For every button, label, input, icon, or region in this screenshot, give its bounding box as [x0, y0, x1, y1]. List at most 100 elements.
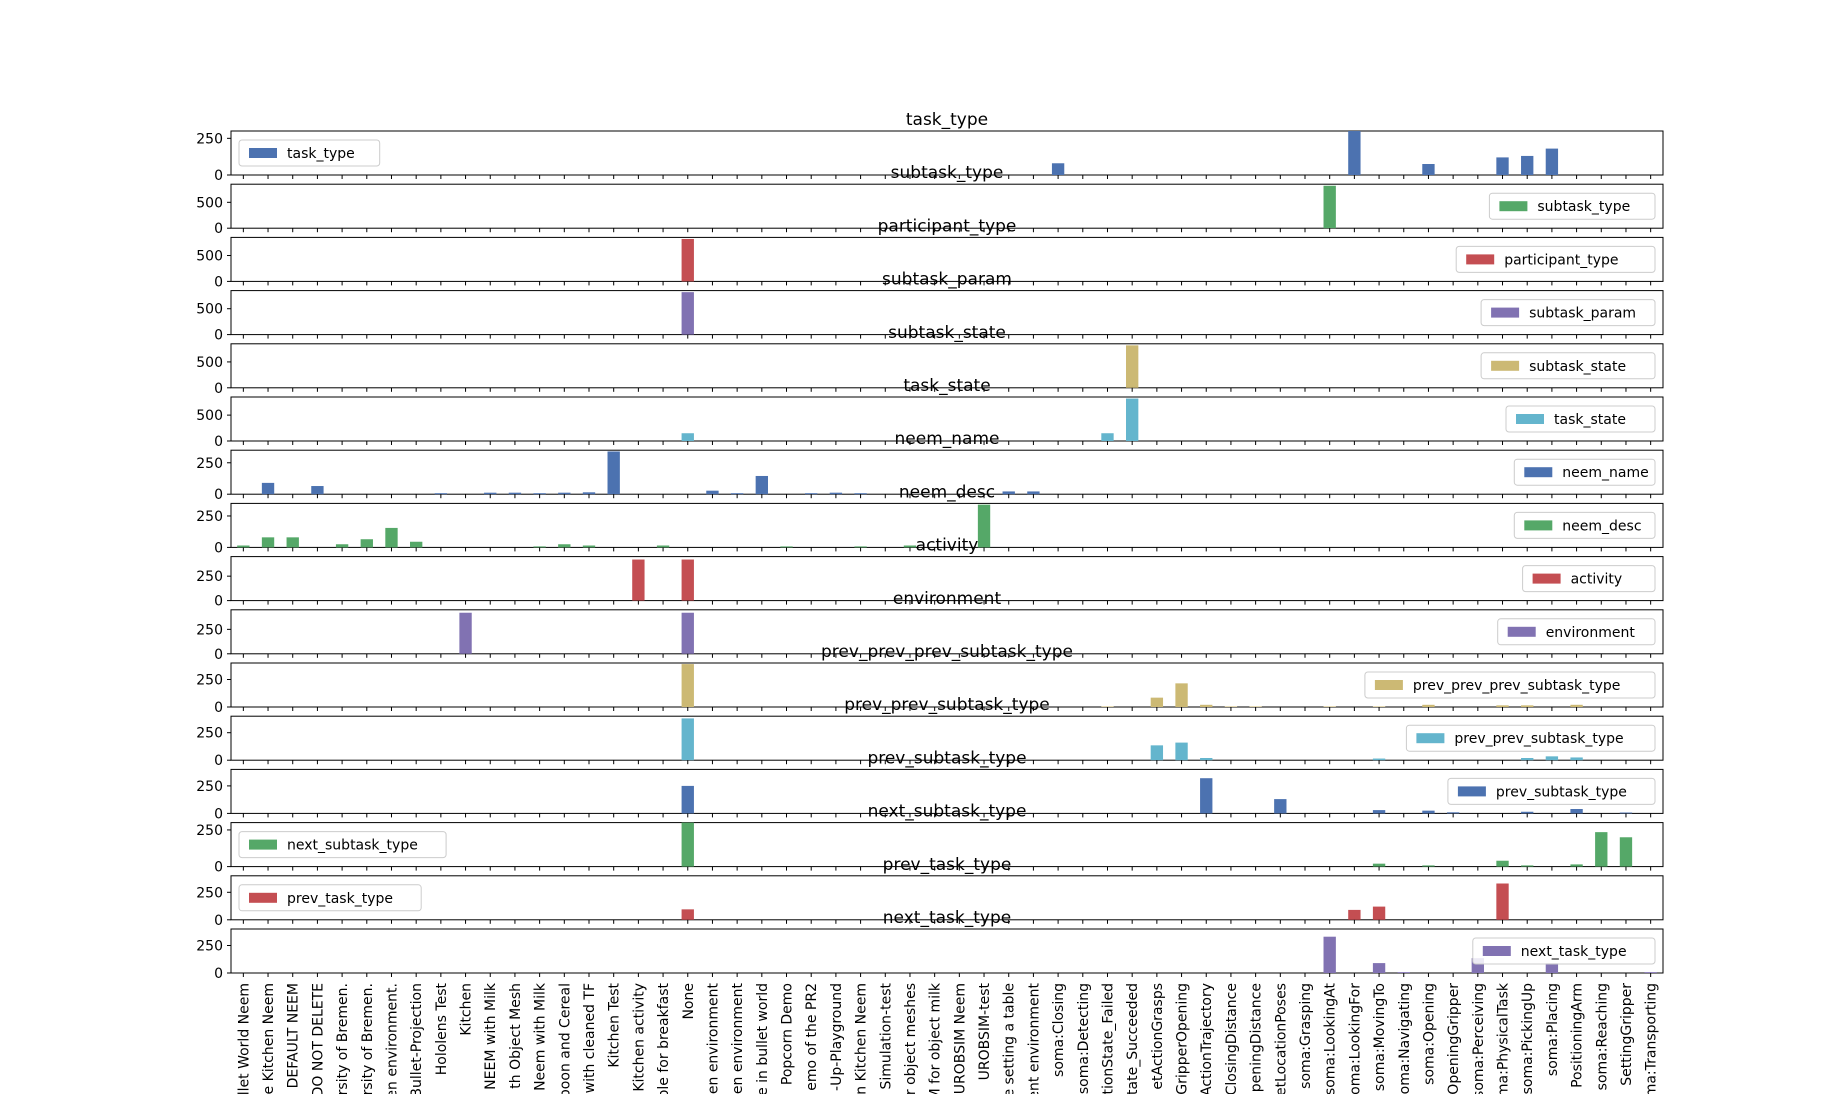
legend-box [238, 831, 447, 859]
x-tick-label: Kitchen activity [631, 983, 647, 1092]
y-tick-label: 0 [214, 274, 223, 290]
legend-swatch [1416, 733, 1445, 744]
subplot-title: environment [893, 589, 1002, 609]
bar-neem_desc-13 [558, 544, 571, 548]
x-tick-labels: Bullet World Neem ne Kitchen Neem DEFAULT … [236, 982, 1659, 1094]
axes-frame [230, 396, 1664, 442]
x-tick-label: n Kitchen Neem [854, 983, 870, 1094]
x-tick-label: ersity of Bremen. [360, 983, 376, 1094]
bar-prev_prev_subtask_type-18 [681, 718, 694, 761]
axes-frame [230, 928, 1664, 974]
bar-prev_prev_subtask_type-52 [1521, 758, 1534, 761]
bar-neem_name-15 [607, 451, 620, 495]
bar-prev_prev_subtask_type-53 [1545, 756, 1559, 761]
subplot-title: subtask_type [891, 163, 1004, 183]
bar-task_type-52 [1521, 155, 1534, 175]
x-tick-label: e in bullet world [755, 983, 771, 1094]
legend-label: next_task_type [1521, 944, 1627, 960]
bar-next_subtask_type-52 [1521, 865, 1534, 867]
y-tick-label: 250 [196, 939, 223, 955]
x-tick-label: en environment [705, 983, 721, 1094]
legend-box [238, 884, 422, 912]
x-tick-label: soma:Closing [1051, 983, 1067, 1077]
x-tick-label: Neem with Milk [533, 982, 549, 1091]
subplot-title: subtask_param [882, 270, 1012, 290]
bar-neem_name-14 [582, 492, 596, 495]
legend-label: prev_prev_subtask_type [1454, 731, 1623, 747]
legend-box [1513, 511, 1656, 539]
legend-environment: environment [1497, 618, 1656, 646]
y-tick-label: 250 [196, 131, 223, 147]
bar-neem_name-11 [508, 492, 522, 495]
x-tick-label: SettingGripper [1619, 983, 1635, 1086]
bar-neem_name-23 [805, 493, 818, 495]
subplot-next_task_type: 0 250 next_task_type next_task_type [196, 908, 1664, 982]
x-tick-label: etActionGrasps [1150, 983, 1166, 1090]
bar-task_state-36 [1126, 398, 1139, 441]
bar-prev_prev_subtask_type-39 [1200, 758, 1213, 761]
bar-next_subtask_type-48 [1422, 865, 1435, 867]
y-tick-label: 250 [196, 509, 223, 525]
subplot-title: subtask_state [888, 323, 1006, 343]
x-tick-label: UROBSIM-test [977, 982, 993, 1080]
y-tick-label: 0 [214, 913, 223, 929]
x-tick-label: soma:Placing [1545, 983, 1561, 1076]
legend-box [1364, 671, 1656, 699]
subplot-task_state: 0 500 task_state task_state [196, 376, 1664, 450]
legend-label: subtask_param [1529, 306, 1636, 322]
y-tick-label: 0 [214, 381, 223, 397]
y-tick-label: 0 [214, 753, 223, 769]
bar-neem_name-21 [755, 475, 768, 495]
x-tick-label: soma:Transporting [1644, 983, 1660, 1094]
bar-neem_desc-14 [582, 545, 596, 548]
bar-neem_name-20 [730, 493, 744, 495]
legend-box [1447, 777, 1656, 805]
bar-neem_name-13 [558, 492, 571, 495]
legend-swatch [1499, 201, 1528, 212]
legend-prev_prev_prev_subtask_type: prev_prev_prev_subtask_type [1364, 671, 1656, 699]
bar-neem_desc-27 [903, 545, 917, 548]
bar-neem_desc-7 [410, 541, 423, 548]
x-tick-label: ActionTrajectory [1199, 983, 1215, 1094]
y-tick-label: 0 [214, 328, 223, 344]
x-tick-label: ClosingDistance [1224, 983, 1240, 1094]
x-tick-label: e setting a table [1002, 983, 1018, 1094]
x-tick-label: Kitchen [459, 983, 475, 1036]
legend-swatch [1491, 307, 1520, 318]
subplot-title: next_subtask_type [868, 802, 1027, 822]
x-tick-label: en environment [730, 983, 746, 1094]
x-tick-label: DO NOT DELETE [310, 983, 326, 1094]
legend-label: task_type [287, 146, 355, 162]
axes-frame [230, 715, 1664, 761]
legend-task_state: task_state [1505, 405, 1656, 433]
bar-prev_task_type-45 [1348, 909, 1361, 920]
axes-frame [230, 502, 1664, 548]
bar-prev_subtask_type-46 [1372, 810, 1386, 814]
x-tick-label: etLocationPoses [1273, 983, 1289, 1094]
bar-prev_subtask_type-52 [1521, 811, 1534, 814]
subplot-neem_name: 0 250 neem_name neem_name [196, 429, 1664, 503]
bar-prev_prev_prev_subtask_type-44 [1323, 706, 1336, 707]
legend-subtask_state: subtask_state [1480, 352, 1656, 380]
bar-neem_desc-6 [385, 527, 398, 548]
legend-label: participant_type [1504, 252, 1618, 268]
y-tick-label: 0 [214, 966, 223, 982]
bar-neem_name-8 [434, 493, 448, 495]
bar-environment-18 [681, 612, 694, 654]
legend-swatch [1524, 520, 1553, 531]
x-tick-label: ble for breakfast [656, 982, 672, 1094]
legend-swatch [249, 892, 277, 903]
subplot-activity: 0 250 activity activity [196, 536, 1664, 610]
bar-prev_task_type-51 [1496, 883, 1509, 920]
subplot-neem_desc: 0 250 neem_desc neem_desc [196, 482, 1664, 556]
y-tick-label: 0 [214, 540, 223, 556]
legend-box [1488, 192, 1656, 220]
bar-subtask_type-44 [1323, 185, 1336, 229]
subplot-title: task_state [903, 376, 990, 396]
x-tick-label: r object meshes [903, 983, 919, 1094]
bar-next_task_type-46 [1372, 963, 1386, 973]
bar-prev_task_type-46 [1372, 906, 1386, 920]
bar-task_type-48 [1422, 164, 1435, 175]
legend-box [1522, 565, 1656, 593]
x-tick-label: ctionState_Failed [1100, 983, 1116, 1094]
